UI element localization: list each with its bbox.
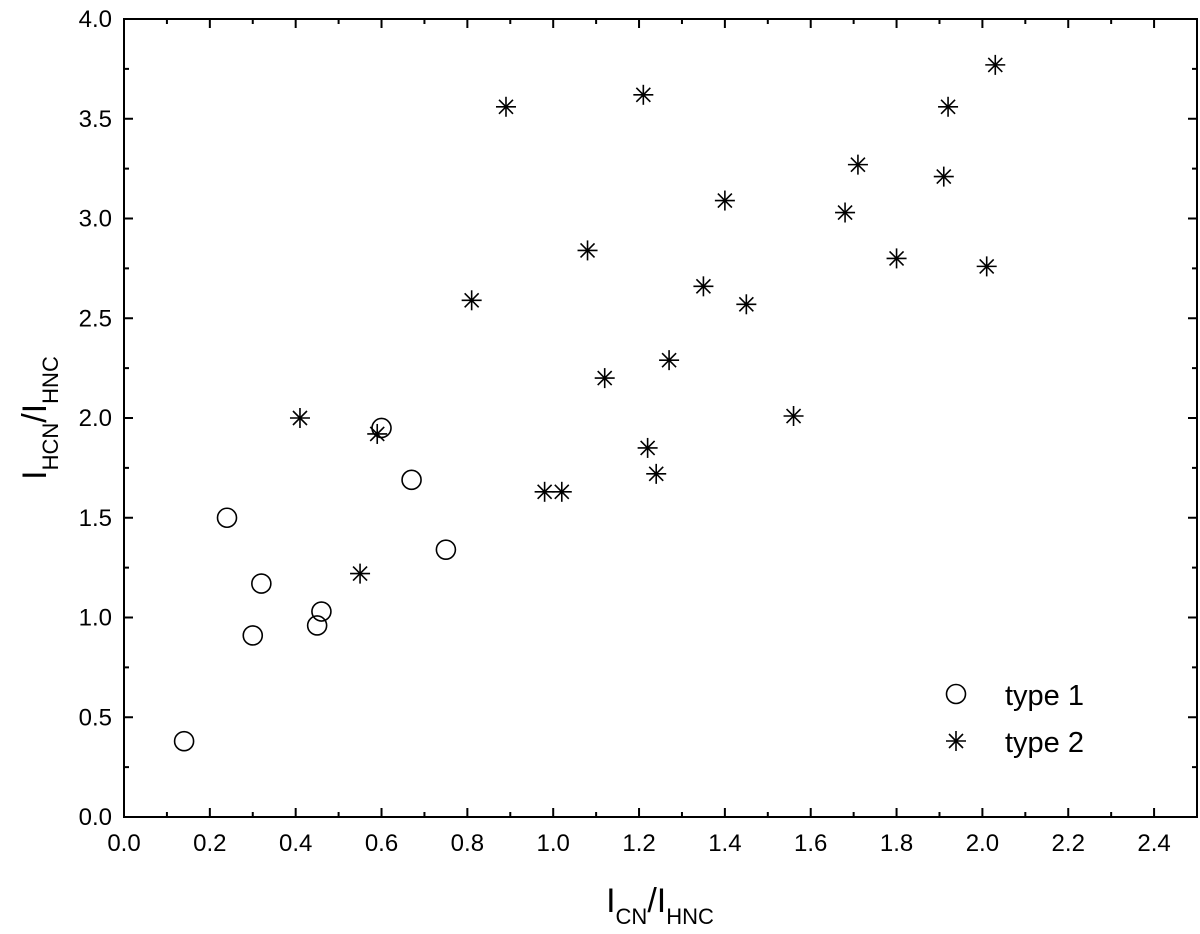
- type-2-point: [659, 350, 680, 371]
- type-2-point: [461, 290, 482, 311]
- type-2-point: [783, 406, 804, 427]
- x-tick-label: 0.6: [365, 830, 398, 857]
- legend-label-type-1: type 1: [1005, 680, 1084, 712]
- type-2-point: [495, 96, 516, 117]
- type-1-point: [242, 625, 264, 646]
- x-tick-label: 0.2: [193, 830, 226, 857]
- type-2-point: [594, 368, 615, 389]
- x-tick-label: 0.4: [279, 830, 312, 857]
- legend-asterisk-marker: [946, 731, 966, 751]
- y-tick-label: 2.0: [79, 405, 112, 432]
- y-tick-label: 1.0: [79, 605, 112, 632]
- type-1-point: [216, 507, 238, 529]
- type-1-point: [401, 469, 422, 491]
- type-1-point: [251, 573, 272, 594]
- x-tick-label: 0.0: [107, 830, 140, 857]
- type-2-point: [938, 96, 959, 117]
- type-2-point: [976, 256, 997, 277]
- type-1-point: [306, 615, 328, 636]
- data-points: [173, 54, 1006, 752]
- y-tick-label: 0.0: [79, 804, 112, 831]
- type-2-point: [367, 423, 388, 444]
- y-tick-label: 1.5: [79, 505, 112, 532]
- type-1-point: [311, 601, 332, 622]
- x-tick-label: 1.2: [622, 830, 655, 857]
- x-tick-label: 2.0: [966, 830, 999, 857]
- type-2-point: [714, 190, 735, 211]
- type-2-point: [551, 481, 572, 502]
- x-tick-label: 1.8: [880, 830, 913, 857]
- x-tick-label: 1.0: [537, 830, 570, 857]
- y-axis-ticks: 0.0 0.5 1.0 1.5 2.0 2.5 3.0 3.5 4.0: [79, 6, 1197, 831]
- x-axis-ticks: 0.0 0.2 0.4 0.6 0.8 1.0 1.2 1.4 1.6 1.8 2.0 2.2 2.4: [107, 19, 1198, 857]
- y-tick-label: 4.0: [79, 6, 112, 33]
- type-2-point: [633, 84, 654, 105]
- x-tick-label: 1.6: [794, 830, 827, 857]
- type-2-point: [577, 240, 598, 261]
- legend-label-type-2: type 2: [1005, 727, 1084, 759]
- x-tick-label: 1.4: [708, 830, 741, 857]
- type-2-point: [886, 248, 907, 269]
- y-tick-label: 2.5: [79, 305, 112, 332]
- type-2-point: [693, 276, 714, 297]
- y-tick-label: 0.5: [79, 704, 112, 731]
- type-2-point: [637, 437, 658, 458]
- y-axis-title: IHCN/IHNC: [16, 356, 63, 480]
- type-2-point: [350, 563, 371, 584]
- type-2-point: [847, 154, 868, 175]
- type-1-point: [173, 730, 195, 752]
- y-tick-label: 3.0: [79, 206, 112, 233]
- type-2-point: [736, 294, 757, 315]
- type-2-point: [289, 408, 310, 428]
- type-2-point: [985, 54, 1006, 75]
- x-tick-label: 2.4: [1137, 830, 1170, 857]
- x-tick-label: 0.8: [451, 830, 484, 857]
- x-tick-label: 2.2: [1052, 830, 1085, 857]
- legend-circle-marker: [945, 683, 967, 705]
- type-2-point: [933, 166, 954, 187]
- type-2-point: [534, 481, 555, 502]
- legend: type 1 type 2: [945, 680, 1084, 759]
- type-2-point: [646, 463, 667, 484]
- x-axis-title: ICN/IHNC: [606, 882, 714, 929]
- type-1-point: [435, 539, 457, 560]
- type-2-point: [835, 202, 856, 223]
- y-tick-label: 3.5: [79, 106, 112, 133]
